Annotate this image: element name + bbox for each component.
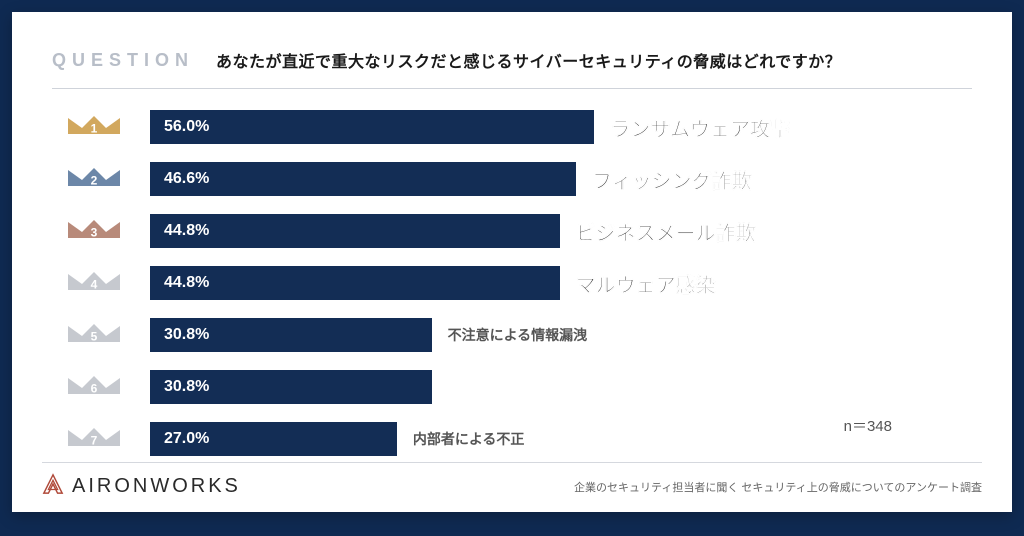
bar-track: 56.0% ランサムウェア攻撃: [150, 110, 790, 144]
chart-row: 2 46.6% フィッシング詐欺: [66, 158, 986, 200]
rank-crown: 5: [66, 314, 150, 356]
question-label: QUESTION: [52, 50, 194, 71]
rank-crown: 2: [66, 158, 150, 200]
outer-frame: QUESTION あなたが直近で重大なリスクだと感じるサイバーセキュリティの脅威…: [0, 0, 1024, 536]
brand-logo: AIRONWORKS: [42, 473, 241, 500]
chart-row: 4 44.8% マルウェア感染: [66, 262, 986, 304]
bar: 44.8%: [150, 266, 560, 300]
chart-row: 5 30.8% 不注意による情報漏洩: [66, 314, 986, 356]
logo-text: AIRONWORKS: [72, 475, 241, 498]
bar-label: 内部者による不正: [413, 429, 525, 449]
logo-icon: [42, 473, 64, 500]
rank-number: 7: [66, 434, 122, 448]
rank-number: 5: [66, 330, 122, 344]
sample-size: n＝348: [844, 415, 892, 436]
rank-crown: 1: [66, 106, 150, 148]
card: QUESTION あなたが直近で重大なリスクだと感じるサイバーセキュリティの脅威…: [12, 12, 1012, 512]
rank-crown: 3: [66, 210, 150, 252]
bar-track: 30.8% 不注意による情報漏洩: [150, 318, 790, 352]
rank-number: 1: [66, 122, 122, 136]
bar-track: 30.8%: [150, 370, 790, 404]
bar-label: フィッシング詐欺: [592, 165, 752, 194]
bar-track: 27.0% 内部者による不正: [150, 422, 790, 456]
rank-number: 2: [66, 174, 122, 188]
bar-label: ランサムウェア攻撃: [610, 113, 790, 142]
chart-row: 6 30.8%: [66, 366, 986, 408]
chart-row: 1 56.0% ランサムウェア攻撃: [66, 106, 986, 148]
bar-track: 46.6% フィッシング詐欺: [150, 162, 790, 196]
rank-crown: 7: [66, 418, 150, 460]
bar: 56.0%: [150, 110, 594, 144]
rank-crown: 4: [66, 262, 150, 304]
rank-number: 6: [66, 382, 122, 396]
rank-number: 4: [66, 278, 122, 292]
bar-track: 44.8% マルウェア感染: [150, 266, 790, 300]
bar-label: 不注意による情報漏洩: [448, 325, 588, 345]
bar: 27.0%: [150, 422, 397, 456]
bar-label: ビジネスメール詐欺: [576, 217, 756, 246]
bar-track: 44.8% ビジネスメール詐欺: [150, 214, 790, 248]
header: QUESTION あなたが直近で重大なリスクだと感じるサイバーセキュリティの脅威…: [52, 48, 972, 72]
header-divider: [52, 88, 972, 89]
rank-crown: 6: [66, 366, 150, 408]
bar: 46.6%: [150, 162, 576, 196]
bar-label: マルウェア感染: [576, 269, 716, 298]
bar: 44.8%: [150, 214, 560, 248]
question-text: あなたが直近で重大なリスクだと感じるサイバーセキュリティの脅威はどれですか？: [216, 48, 841, 72]
footer-caption: 企業のセキュリティ担当者に聞く セキュリティ上の脅威についてのアンケート調査: [574, 479, 982, 495]
footer: AIRONWORKS 企業のセキュリティ担当者に聞く セキュリティ上の脅威につい…: [42, 462, 982, 500]
bar: 30.8%: [150, 318, 432, 352]
bar: 30.8%: [150, 370, 432, 404]
chart-row: 3 44.8% ビジネスメール詐欺: [66, 210, 986, 252]
rank-number: 3: [66, 226, 122, 240]
